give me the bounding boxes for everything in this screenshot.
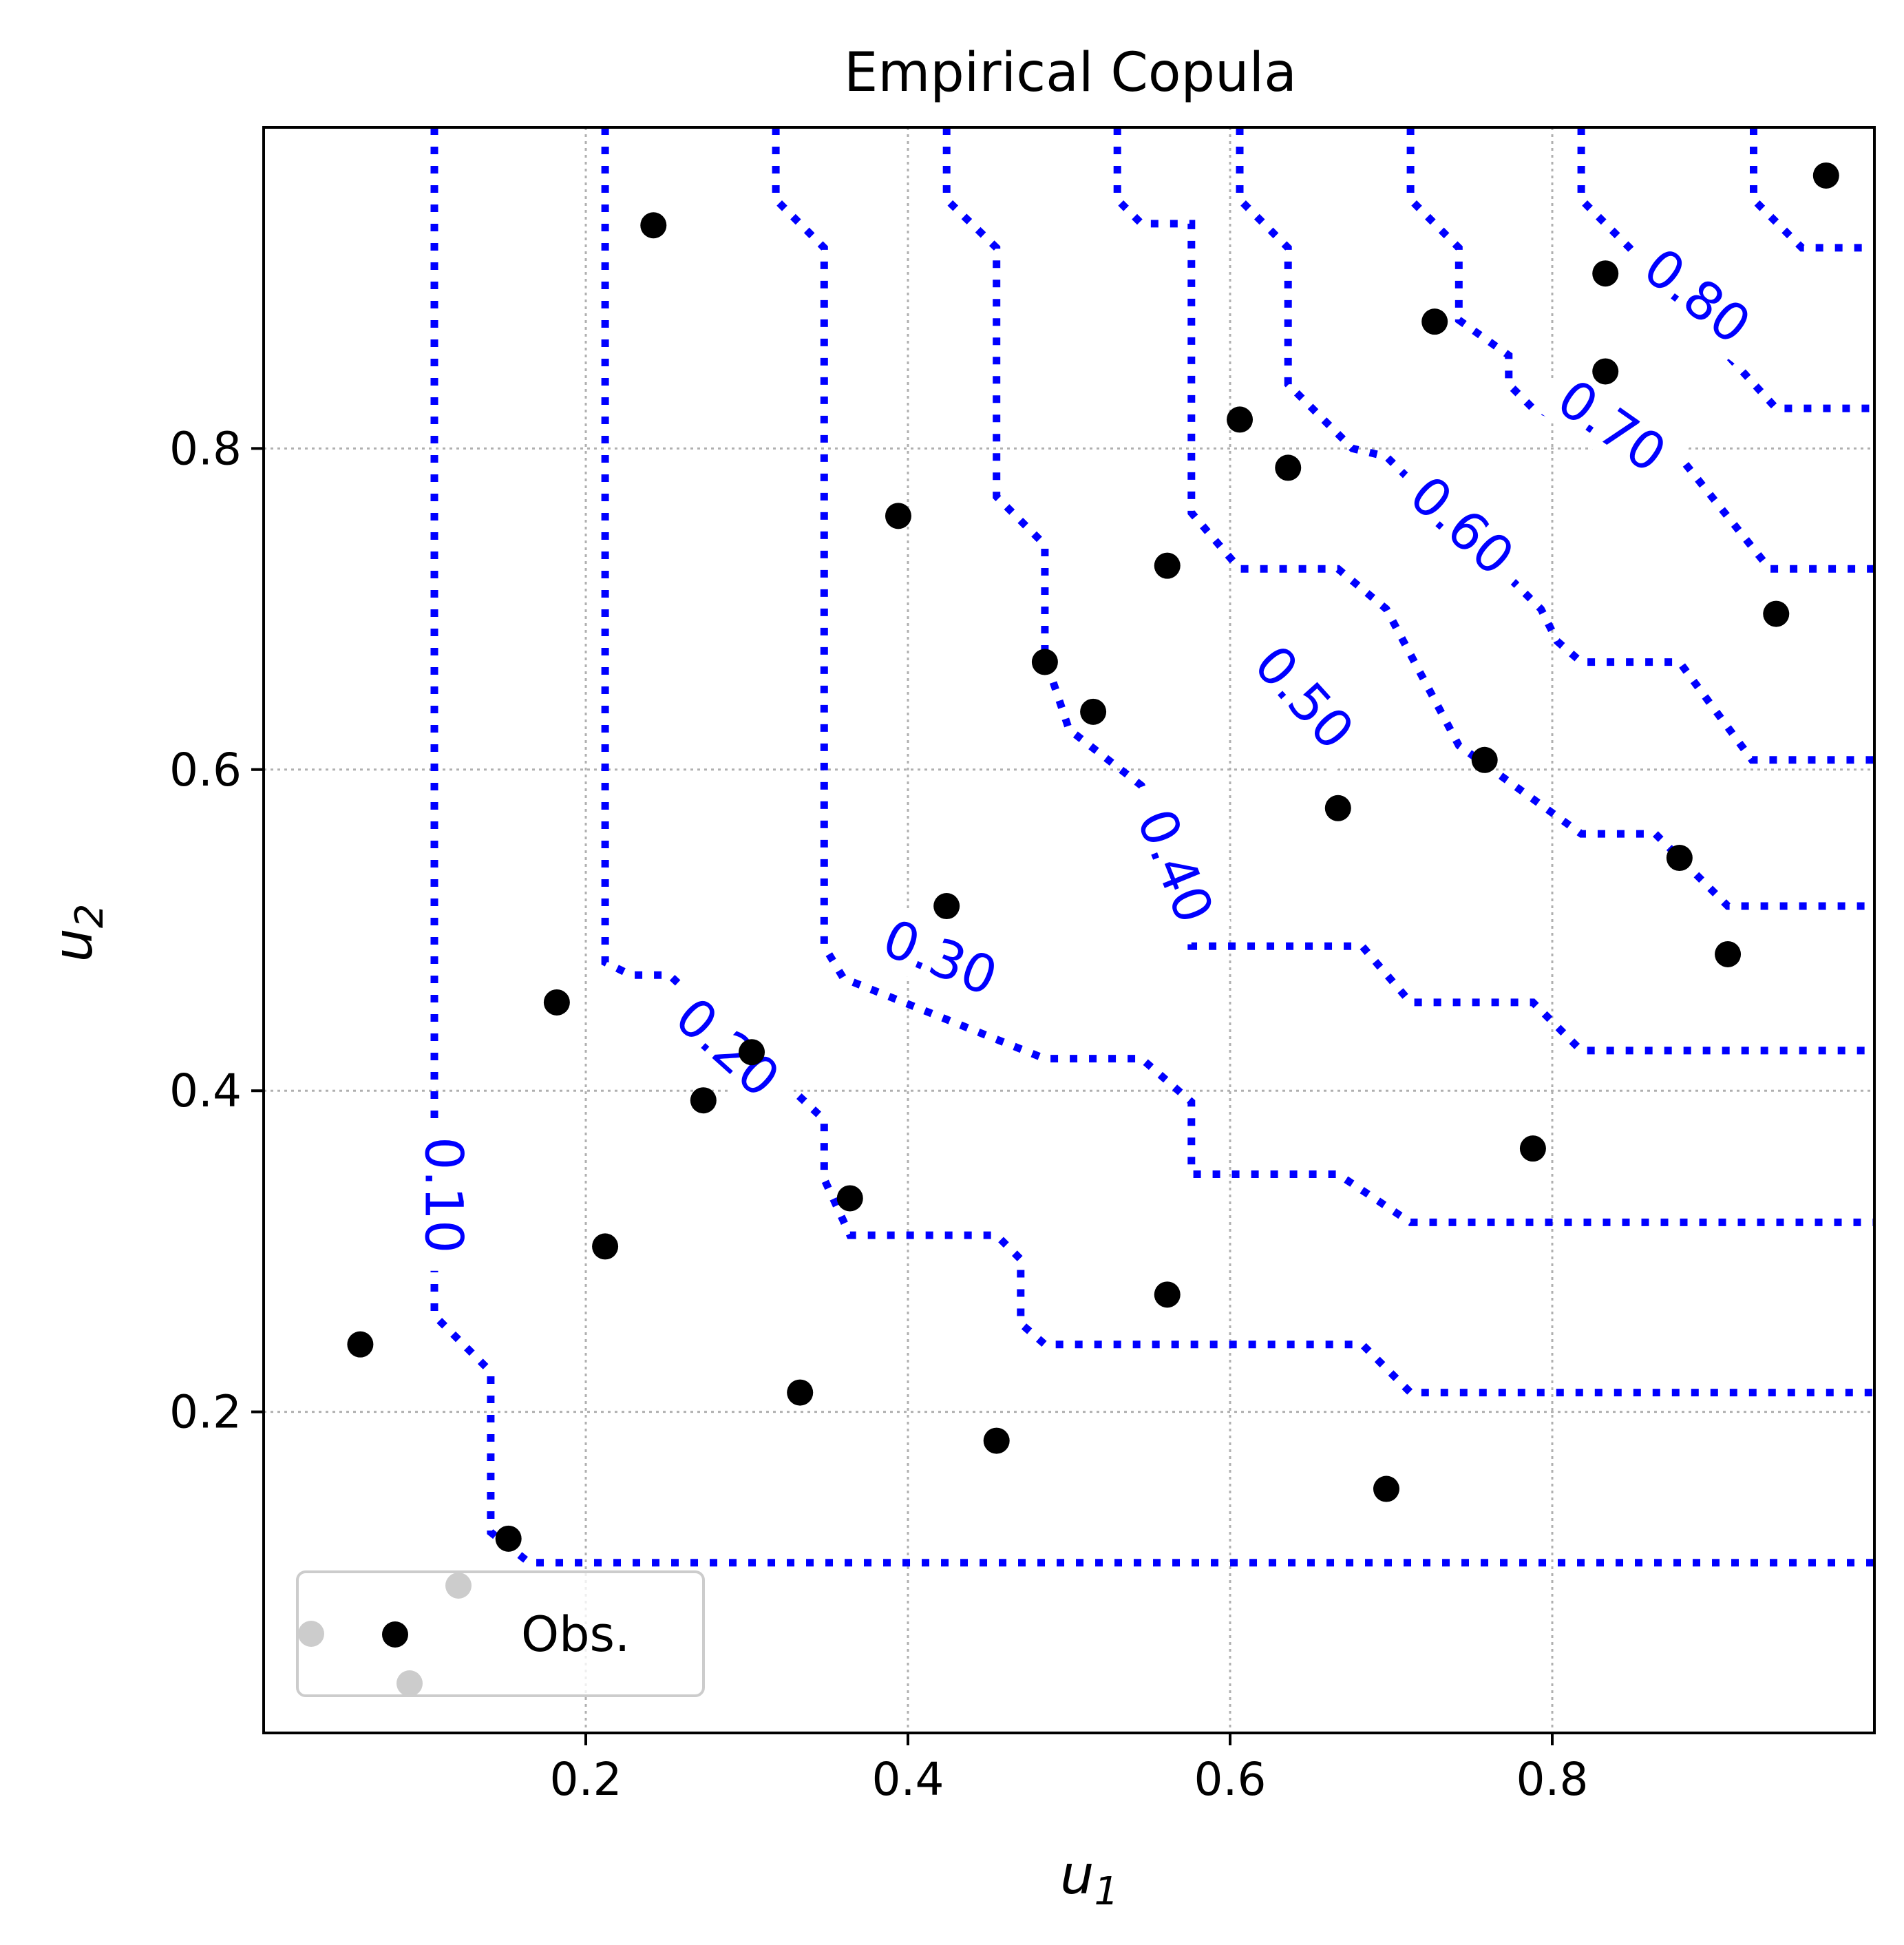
- x-axis-label: u1: [1060, 1844, 1119, 1914]
- y-tick-label: 0.4: [169, 1064, 242, 1117]
- contour-line: [1577, 127, 1874, 412]
- contour-line: [942, 127, 1874, 1055]
- contour-line: [1406, 127, 1874, 573]
- observation-point: [640, 212, 667, 239]
- observation-point: [543, 989, 570, 1016]
- contour-line: [601, 127, 1874, 1397]
- contour-line: [1750, 127, 1874, 252]
- x-tick-label: 0.2: [550, 1753, 622, 1806]
- observation-point: [1812, 162, 1839, 189]
- observation-points: [347, 162, 1839, 1552]
- observation-point: [933, 893, 960, 920]
- observation-point: [885, 503, 911, 529]
- observation-point: [1373, 1475, 1399, 1502]
- observation-point: [1592, 358, 1619, 385]
- chart-title: Empirical Copula: [844, 42, 1297, 104]
- observation-point: [347, 1331, 374, 1358]
- observation-point: [1715, 940, 1742, 967]
- observation-point: [787, 1379, 814, 1406]
- observation-point: [690, 1087, 717, 1114]
- observation-point: [1519, 1135, 1546, 1162]
- contour-line: [772, 127, 1874, 1226]
- x-tick-label: 0.8: [1516, 1753, 1589, 1806]
- contour-label-bg: [858, 901, 1022, 1014]
- legend-label: Obs.: [521, 1606, 630, 1663]
- legend: Obs.: [296, 1570, 705, 1697]
- x-tick-label: 0.4: [872, 1753, 944, 1806]
- observation-point: [1592, 260, 1619, 287]
- contour-label-bg: [1618, 225, 1776, 367]
- contour-lines: 0.100.200.300.400.500.600.700.80: [414, 127, 1874, 1567]
- legend-marker-ghost: [396, 1670, 423, 1696]
- observation-point: [1227, 406, 1254, 433]
- observation-point: [592, 1233, 619, 1260]
- observation-point: [983, 1427, 1010, 1454]
- contour-label-bg: [1385, 452, 1539, 599]
- observation-point: [1154, 1281, 1181, 1308]
- observation-point: [739, 1039, 765, 1066]
- observation-point: [1666, 845, 1693, 872]
- observation-point: [1275, 454, 1302, 481]
- x-tick-label: 0.6: [1194, 1753, 1267, 1806]
- contour-label-bg: [1119, 784, 1232, 948]
- legend-marker-ghost: [298, 1621, 324, 1647]
- observation-point: [1154, 552, 1181, 579]
- contour-label: 0.10: [414, 1137, 475, 1253]
- y-axis-label: u2: [43, 903, 112, 962]
- observation-point: [836, 1185, 863, 1212]
- y-tick-label: 0.6: [169, 744, 242, 797]
- observation-point: [1324, 795, 1351, 821]
- axis-ticks: 0.2 0.4 0.6 0.8 0.2 0.4 0.6 0.8: [169, 422, 1588, 1806]
- contour-label-bg: [650, 974, 805, 1121]
- plot-frame: [262, 126, 1876, 1734]
- observation-point: [1471, 746, 1498, 773]
- observation-point: [1031, 649, 1058, 675]
- legend-marker-ghost: [445, 1573, 472, 1599]
- observation-point: [1763, 600, 1790, 627]
- contour-line: [1113, 127, 1874, 910]
- legend-marker: [382, 1621, 408, 1648]
- y-tick-label: 0.8: [169, 422, 242, 475]
- observation-point: [1080, 698, 1107, 725]
- contour-label-bg: [1532, 357, 1691, 494]
- contour-label-bg: [1231, 620, 1377, 775]
- y-tick-label: 0.2: [169, 1386, 242, 1439]
- grid-lines: [264, 127, 1874, 1733]
- observation-point: [495, 1525, 522, 1552]
- observation-point: [1421, 308, 1448, 335]
- contour-label-bg: [414, 1119, 475, 1271]
- legend-box: [296, 1570, 705, 1697]
